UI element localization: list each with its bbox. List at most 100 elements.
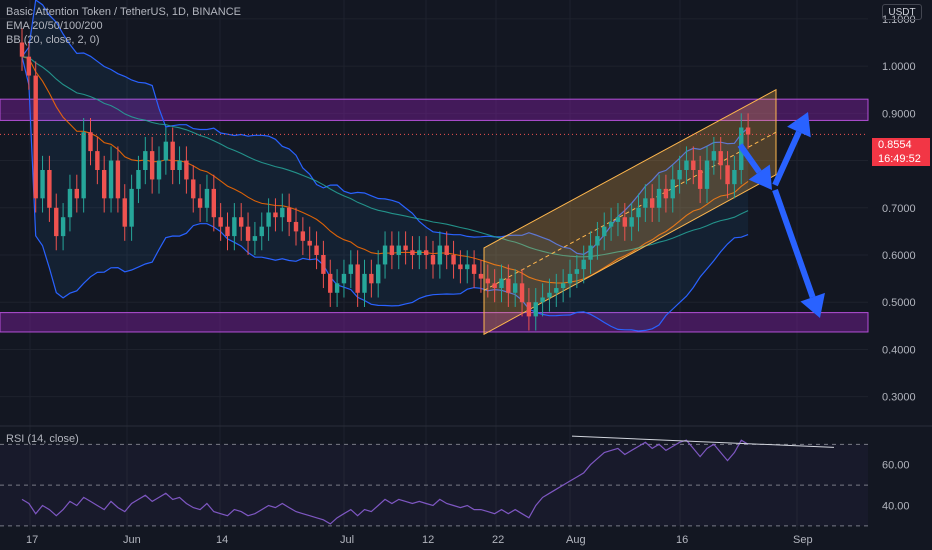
candle-body bbox=[369, 273, 374, 284]
candle-body bbox=[232, 217, 237, 237]
candle-body bbox=[629, 217, 634, 227]
candle-body bbox=[410, 250, 415, 255]
candle-body bbox=[74, 188, 79, 199]
candle-body bbox=[615, 217, 621, 222]
candle-body bbox=[670, 179, 675, 199]
candle-body bbox=[252, 236, 258, 241]
time-tick-label: 17 bbox=[26, 534, 38, 546]
candle-body bbox=[725, 165, 730, 185]
candle-body bbox=[143, 151, 148, 170]
chart-title: Basic Attention Token / TetherUS, 1D, BI… bbox=[6, 6, 241, 18]
candle-body bbox=[19, 42, 25, 57]
candle-body bbox=[526, 302, 532, 317]
candle-body bbox=[239, 217, 244, 227]
candle-body bbox=[259, 226, 264, 237]
candle-body bbox=[341, 273, 347, 284]
candle-body bbox=[286, 207, 292, 222]
candle-body bbox=[732, 170, 737, 185]
candle-body bbox=[560, 283, 566, 289]
zone-0 bbox=[0, 98, 869, 121]
candle-body bbox=[718, 151, 723, 166]
bb-lower-line bbox=[21, 56, 749, 332]
time-tick-label: 22 bbox=[492, 534, 504, 546]
candle-body bbox=[396, 245, 401, 255]
rsi-divergence-line bbox=[571, 435, 835, 448]
candle-body bbox=[136, 170, 141, 189]
candle-body bbox=[54, 207, 59, 237]
candle-body bbox=[47, 170, 52, 208]
ema-50-line bbox=[21, 56, 749, 258]
candle-body bbox=[307, 240, 312, 246]
candle-body bbox=[40, 170, 45, 199]
candle-body bbox=[458, 264, 463, 270]
countdown-tag: 16:49:52 bbox=[872, 152, 930, 166]
time-tick-label: 14 bbox=[216, 534, 228, 546]
rsi-tick-label: 40.00 bbox=[882, 501, 910, 513]
candle-body bbox=[451, 255, 456, 265]
candle-body bbox=[423, 250, 429, 255]
price-tick-label: 0.7000 bbox=[882, 203, 916, 215]
price-tick-label: 0.4000 bbox=[882, 344, 916, 356]
candle-body bbox=[88, 132, 93, 152]
price-tick-label: 0.5000 bbox=[882, 297, 916, 309]
candle-body bbox=[102, 170, 107, 199]
currency-button[interactable]: USDT bbox=[882, 4, 922, 20]
candle-body bbox=[602, 226, 607, 237]
candle-body bbox=[321, 255, 326, 274]
price-tick-label: 1.0000 bbox=[882, 61, 916, 73]
candle-body bbox=[403, 245, 408, 251]
candle-body bbox=[314, 245, 319, 255]
candle-body bbox=[533, 302, 538, 317]
candle-body bbox=[684, 160, 689, 170]
candle-body bbox=[540, 297, 545, 303]
zone-1 bbox=[0, 312, 869, 333]
candle-body bbox=[382, 245, 388, 265]
candle-body bbox=[26, 56, 32, 76]
candle-body bbox=[506, 278, 511, 293]
candle-body bbox=[691, 160, 696, 170]
candle-body bbox=[348, 264, 353, 274]
candle-body bbox=[471, 264, 477, 274]
candle-body bbox=[595, 236, 600, 246]
candle-body bbox=[554, 288, 559, 293]
candle-body bbox=[163, 141, 169, 161]
candle-body bbox=[492, 283, 497, 289]
candle-body bbox=[376, 264, 381, 284]
candle-body bbox=[177, 160, 182, 170]
candle-body bbox=[81, 132, 86, 199]
candle-body bbox=[547, 292, 552, 298]
candle-body bbox=[362, 273, 367, 293]
candle-body bbox=[430, 255, 436, 265]
time-tick-label: Jul bbox=[340, 534, 354, 546]
candle-body bbox=[636, 207, 641, 218]
candle-body bbox=[67, 188, 73, 218]
candle-body bbox=[184, 160, 189, 180]
candle-body bbox=[273, 212, 278, 218]
rsi-line bbox=[21, 439, 749, 525]
price-tick-label: 0.6000 bbox=[882, 250, 916, 262]
candle-body bbox=[697, 170, 703, 189]
candle-body bbox=[191, 179, 196, 199]
rsi-tick-label: 60.00 bbox=[882, 460, 910, 472]
candle-body bbox=[149, 151, 155, 180]
candle-body bbox=[499, 278, 504, 289]
candle-body bbox=[704, 160, 710, 189]
candle-body bbox=[711, 151, 717, 161]
arrow-down-long bbox=[772, 189, 825, 318]
candle-body bbox=[60, 217, 66, 237]
candle-body bbox=[677, 170, 682, 180]
candle-body bbox=[293, 221, 299, 232]
candle-body bbox=[300, 231, 306, 241]
time-tick-label: Sep bbox=[793, 534, 813, 546]
time-tick-label: Jun bbox=[123, 534, 141, 546]
candle-body bbox=[437, 245, 443, 265]
candle-body bbox=[129, 188, 134, 227]
price-tick-label: 0.3000 bbox=[882, 392, 916, 404]
arrow-down-short bbox=[737, 143, 772, 190]
arrow-up bbox=[772, 112, 811, 187]
candle-body bbox=[513, 283, 518, 293]
candle-body bbox=[444, 245, 449, 255]
bb-legend: BB (20, close, 2, 0) bbox=[6, 34, 100, 46]
candle-body bbox=[33, 75, 38, 199]
